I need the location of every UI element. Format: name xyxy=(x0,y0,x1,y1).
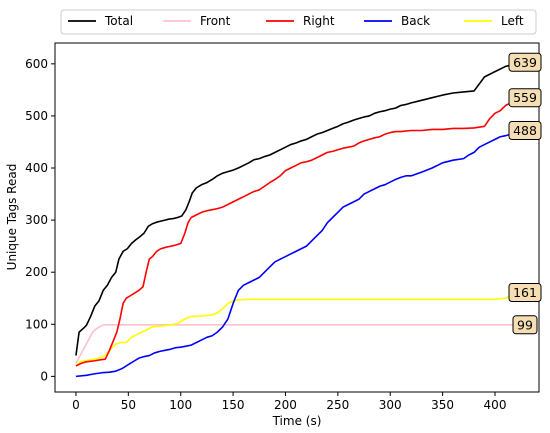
y-tick-label: 200 xyxy=(25,265,48,279)
series-line-front xyxy=(75,324,529,364)
end-label-box-total xyxy=(508,52,542,72)
legend-label-front: Front xyxy=(200,14,231,28)
y-tick-label: 100 xyxy=(25,317,48,331)
x-tick-label: 400 xyxy=(484,398,507,412)
x-axis-title: Time (s) xyxy=(272,414,322,428)
series-layer xyxy=(75,61,529,378)
end-label-total: 639 xyxy=(513,55,537,70)
y-tick-label: 400 xyxy=(25,161,48,175)
y-tick-label: 0 xyxy=(40,369,48,383)
x-tick-label: 350 xyxy=(431,398,454,412)
series-line-total xyxy=(75,61,527,356)
x-tick-label: 50 xyxy=(121,398,136,412)
end-label-right: 559 xyxy=(513,90,537,105)
x-tick-label: 200 xyxy=(274,398,297,412)
end-label-front: 99 xyxy=(517,317,533,332)
end-label-box-front xyxy=(512,315,538,335)
y-tick-label: 300 xyxy=(25,213,48,227)
y-axis: 0 100 200 300 400 500 600 xyxy=(25,57,55,383)
end-label-box-right xyxy=(508,88,542,108)
legend-box xyxy=(60,9,537,35)
legend-label-left: Left xyxy=(501,14,524,28)
legend: Total Front Right Back Left xyxy=(60,9,537,35)
x-tick-label: 250 xyxy=(326,398,349,412)
legend-label-right: Right xyxy=(303,14,335,28)
legend-label-back: Back xyxy=(401,14,430,28)
end-labels: 639 99 559 488 161 xyxy=(508,52,542,335)
end-label-box-back xyxy=(508,121,542,141)
y-tick-label: 500 xyxy=(25,109,48,123)
end-label-left: 161 xyxy=(513,285,537,300)
x-axis: 0 50 100 150 200 250 300 350 400 xyxy=(72,392,506,412)
series-line-left xyxy=(75,291,527,367)
legend-label-total: Total xyxy=(104,14,133,28)
end-label-box-left xyxy=(508,283,542,303)
plot-frame xyxy=(54,42,540,393)
x-tick-label: 0 xyxy=(72,398,80,412)
series-line-right xyxy=(75,96,527,367)
y-axis-title: Unique Tags Read xyxy=(5,164,19,271)
y-tick-label: 600 xyxy=(25,57,48,71)
x-tick-label: 300 xyxy=(379,398,402,412)
x-tick-label: 150 xyxy=(222,398,245,412)
series-line-back xyxy=(75,129,527,378)
x-tick-label: 100 xyxy=(169,398,192,412)
end-label-back: 488 xyxy=(513,123,537,138)
